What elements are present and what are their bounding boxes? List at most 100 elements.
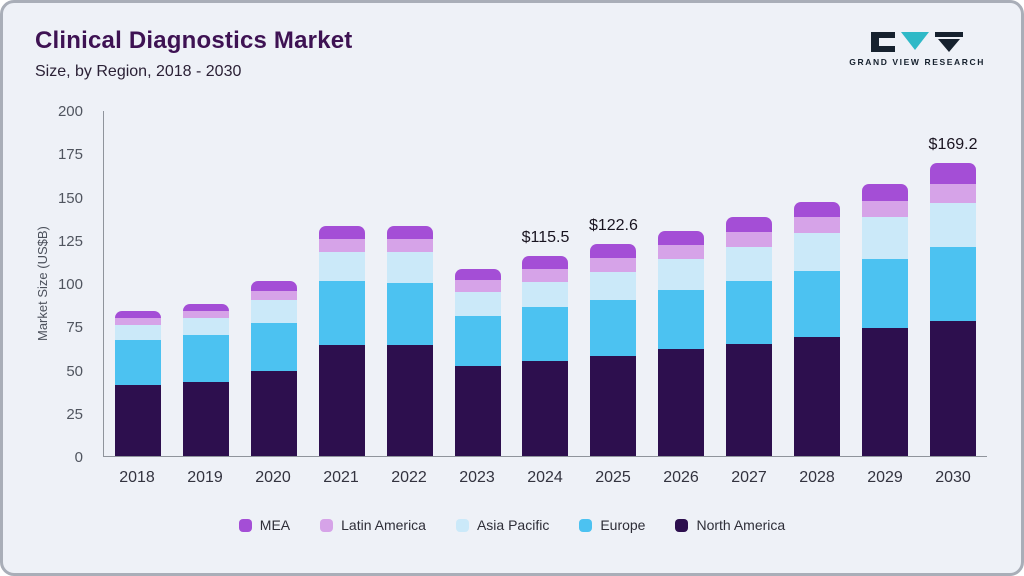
bar-group: [104, 111, 172, 456]
bar-segment-mea: [182, 303, 229, 311]
bar-segment-mea: [114, 310, 161, 318]
bar-segment-europe: [182, 334, 229, 382]
bar-segment-asia-pacific: [386, 251, 433, 284]
x-tick-label: 2018: [119, 469, 155, 486]
bar-segment-mea: [930, 163, 977, 185]
bar-group: [783, 111, 851, 456]
bar-segment-north-america: [522, 360, 569, 456]
bar-segment-europe: [522, 307, 569, 361]
x-tick-label: 2022: [391, 469, 427, 486]
logo-mark-icon: [871, 32, 964, 52]
bar-segment-asia-pacific: [590, 271, 637, 301]
bar-segment-latin-america: [794, 217, 841, 233]
bar-segment-mea: [250, 281, 297, 291]
bar-segment-north-america: [794, 336, 841, 456]
bar-segment-north-america: [590, 355, 637, 456]
bar-segment-europe: [658, 289, 705, 349]
legend-swatch: [579, 518, 593, 532]
bar-group: [376, 111, 444, 456]
x-tick-label: 2030: [935, 469, 971, 486]
subtitle: Size, by Region, 2018 - 2030: [35, 63, 242, 80]
chart-header: Clinical Diagnostics Market Size, by Reg…: [3, 3, 1021, 81]
y-tick-label: 125: [57, 232, 83, 250]
x-axis: 2018 2019 2020 2021 2022 2023 2024 2025 2026 2027…: [103, 457, 987, 487]
x-tick-label: 2024: [527, 469, 563, 486]
bar-segment-mea: [794, 201, 841, 218]
bar-stack: [590, 243, 637, 456]
bar-segment-latin-america: [658, 244, 705, 259]
y-tick-label: 150: [57, 189, 83, 207]
bar-segment-europe: [454, 315, 501, 367]
bar-segment-europe: [862, 258, 909, 328]
legend-swatch: [320, 518, 334, 532]
y-tick-label: 200: [57, 103, 83, 120]
bar-group: [715, 111, 783, 456]
bar-segment-mea: [862, 184, 909, 201]
bar-stack: [182, 303, 229, 456]
bar-segment-mea: [522, 256, 569, 270]
bar-segment-latin-america: [590, 257, 637, 272]
bar-segment-asia-pacific: [250, 300, 297, 323]
bar-segment-mea: [590, 243, 637, 258]
bar-stack: [114, 310, 161, 456]
plot-area: $115.5 $122.6 $169.2: [103, 111, 987, 457]
bar-segment-asia-pacific: [862, 217, 909, 259]
page-title: Clinical Diagnostics Market: [35, 27, 353, 54]
legend: MEA Latin America Asia Pacific Europe North …: [3, 517, 1021, 533]
bar-segment-latin-america: [862, 200, 909, 218]
bar-segment-north-america: [658, 348, 705, 456]
legend-label: Latin America: [341, 517, 426, 533]
bar-group: $115.5: [512, 111, 580, 456]
y-tick-label: 25: [66, 405, 83, 423]
bar-stack: [318, 225, 365, 456]
bar-segment-asia-pacific: [794, 232, 841, 271]
bar-segment-north-america: [930, 321, 977, 456]
legend-swatch: [455, 518, 469, 532]
y-tick-label: 0: [74, 449, 83, 466]
bar-segment-latin-america: [182, 310, 229, 318]
plot-region: Market Size (US$B) 0 25 50 75 100 125 150 175 20…: [35, 103, 987, 486]
bar-stack: [522, 256, 569, 456]
bar-segment-asia-pacific: [454, 291, 501, 316]
bar-group: [240, 111, 308, 456]
bar-stack: [386, 225, 433, 456]
bar-segment-north-america: [114, 385, 161, 456]
bar-stack: [930, 163, 977, 456]
x-tick-label: 2025: [595, 469, 631, 486]
bar-segment-asia-pacific: [182, 317, 229, 335]
x-tick-label: 2027: [731, 469, 767, 486]
bar-group: $122.6: [579, 111, 647, 456]
bar-group: [308, 111, 376, 456]
bar-stack: [726, 217, 773, 456]
legend-item-mea: MEA: [238, 517, 290, 533]
bar-group: [172, 111, 240, 456]
bar-segment-europe: [930, 246, 977, 322]
bar-segment-latin-america: [250, 290, 297, 301]
bar-segment-europe: [590, 300, 637, 356]
grand-view-research-logo: GRAND VIEW RESEARCH: [849, 31, 985, 67]
x-tick-label: 2026: [663, 469, 699, 486]
legend-item-north-america: North America: [675, 517, 785, 533]
x-tick-label: 2023: [459, 469, 495, 486]
value-annotation: $122.6: [588, 216, 638, 234]
bar-segment-mea: [658, 231, 705, 245]
x-tick-label: 2020: [255, 469, 291, 486]
legend-item-asia-pacific: Asia Pacific: [455, 517, 549, 533]
bar-segment-north-america: [250, 371, 297, 456]
bar-segment-latin-america: [114, 317, 161, 325]
x-tick-label: 2021: [323, 469, 359, 486]
bar-segment-north-america: [862, 327, 909, 456]
bar-segment-north-america: [454, 366, 501, 456]
bar-segment-asia-pacific: [114, 324, 161, 341]
logo-text: GRAND VIEW RESEARCH: [849, 57, 985, 67]
title-block: Clinical Diagnostics Market Size, by Reg…: [35, 27, 353, 81]
bar-stack: [862, 184, 909, 456]
y-tick-label: 175: [57, 146, 83, 164]
bar-stack: [658, 231, 705, 456]
bar-segment-mea: [726, 217, 773, 232]
bar-segment-europe: [726, 281, 773, 344]
bar-segment-latin-america: [726, 232, 773, 247]
bar-segment-europe: [318, 281, 365, 346]
bar-segment-north-america: [182, 381, 229, 456]
value-annotation: $115.5: [521, 229, 570, 247]
